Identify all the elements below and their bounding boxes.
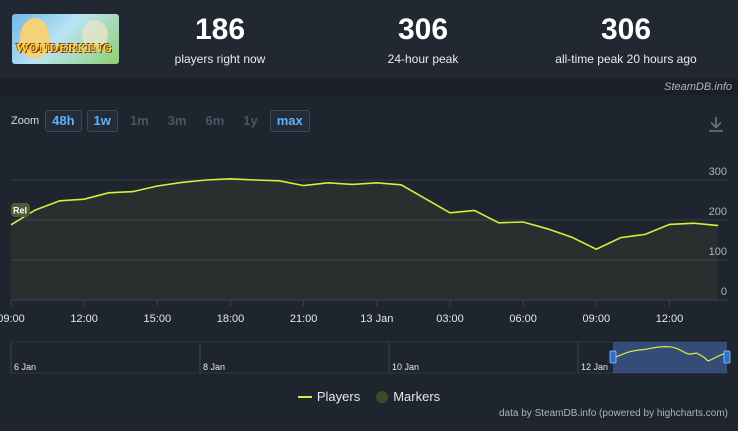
stat-all-time-peak: 306 all-time peak 20 hours ago <box>541 13 711 67</box>
y-tick-label: 100 <box>709 246 727 258</box>
players-series-line[interactable] <box>10 177 719 251</box>
x-tick-label: 15:00 <box>144 313 172 325</box>
navigator-label: 12 Jan <box>581 362 608 372</box>
stat-label: 24-hour peak <box>387 52 459 66</box>
download-icon[interactable] <box>706 114 726 134</box>
game-logo: WONDERKING <box>16 42 113 55</box>
stat-current: 186 players right now <box>150 13 290 67</box>
zoom-1y-button[interactable]: 1y <box>243 113 258 128</box>
y-tick-label: 300 <box>709 166 727 178</box>
zoom-label: Zoom <box>11 115 40 127</box>
stat-label: players right now <box>174 52 266 66</box>
chart-credit[interactable]: data by SteamDB.info (powered by highcha… <box>499 408 728 419</box>
legend-item-markers[interactable]: Markers <box>376 389 440 404</box>
navigator-series-line <box>612 345 728 362</box>
zoom-max-button[interactable]: max <box>269 110 310 132</box>
x-tick-label: 12:00 <box>70 313 98 325</box>
y-tick-label: 200 <box>709 206 727 218</box>
x-tick-label: 09:00 <box>583 313 611 325</box>
stat-24h-peak: 306 24-hour peak <box>353 13 493 67</box>
stat-value: 306 <box>600 13 652 46</box>
navigator-label: 8 Jan <box>203 362 225 372</box>
stat-label: all-time peak 20 hours ago <box>555 52 697 66</box>
players-area <box>11 178 719 300</box>
legend-label: Markers <box>393 389 441 404</box>
game-image[interactable]: WONDERKING <box>12 14 119 64</box>
release-marker[interactable] <box>11 203 30 217</box>
x-tick-label: 21:00 <box>290 313 318 325</box>
navigator-handle[interactable] <box>723 350 731 364</box>
markers-swatch <box>376 390 389 403</box>
x-tick-label: 12:00 <box>656 313 684 325</box>
navigator-label: 10 Jan <box>392 362 419 372</box>
x-tick-label: 03:00 <box>436 313 464 325</box>
zoom-1m-button[interactable]: 1m <box>129 113 149 128</box>
y-tick-label: 0 <box>721 286 727 298</box>
game-art-character <box>82 20 108 50</box>
players-swatch <box>297 395 312 398</box>
zoom-48h-button[interactable]: 48h <box>45 110 82 132</box>
zoom-1w-button[interactable]: 1w <box>86 110 118 132</box>
game-art-character <box>20 18 50 58</box>
navigator-label: 6 Jan <box>14 362 36 372</box>
x-tick-label: 06:00 <box>509 313 537 325</box>
stat-value: 306 <box>397 13 449 46</box>
stat-value: 186 <box>194 13 246 46</box>
steamdb-credit[interactable]: SteamDB.info <box>664 81 732 93</box>
legend-item-players[interactable]: Players <box>297 389 361 404</box>
x-tick-label: 09:00 <box>0 313 25 325</box>
navigator-handle[interactable] <box>609 350 617 364</box>
x-tick-label: 13 Jan <box>360 313 393 325</box>
zoom-6m-button[interactable]: 6m <box>205 113 225 128</box>
release-marker-label: Rel <box>13 206 27 216</box>
stats-bar: WONDERKING 186 players right now 306 24-… <box>0 0 738 78</box>
zoom-controls: Zoom 48h 1w 1m 3m 6m 1y max <box>11 110 315 132</box>
zoom-3m-button[interactable]: 3m <box>167 113 187 128</box>
x-tick-label: 18:00 <box>217 313 245 325</box>
chart-panel <box>0 95 738 431</box>
legend-label: Players <box>316 389 361 404</box>
chart-legend: Players Markers <box>0 389 738 404</box>
